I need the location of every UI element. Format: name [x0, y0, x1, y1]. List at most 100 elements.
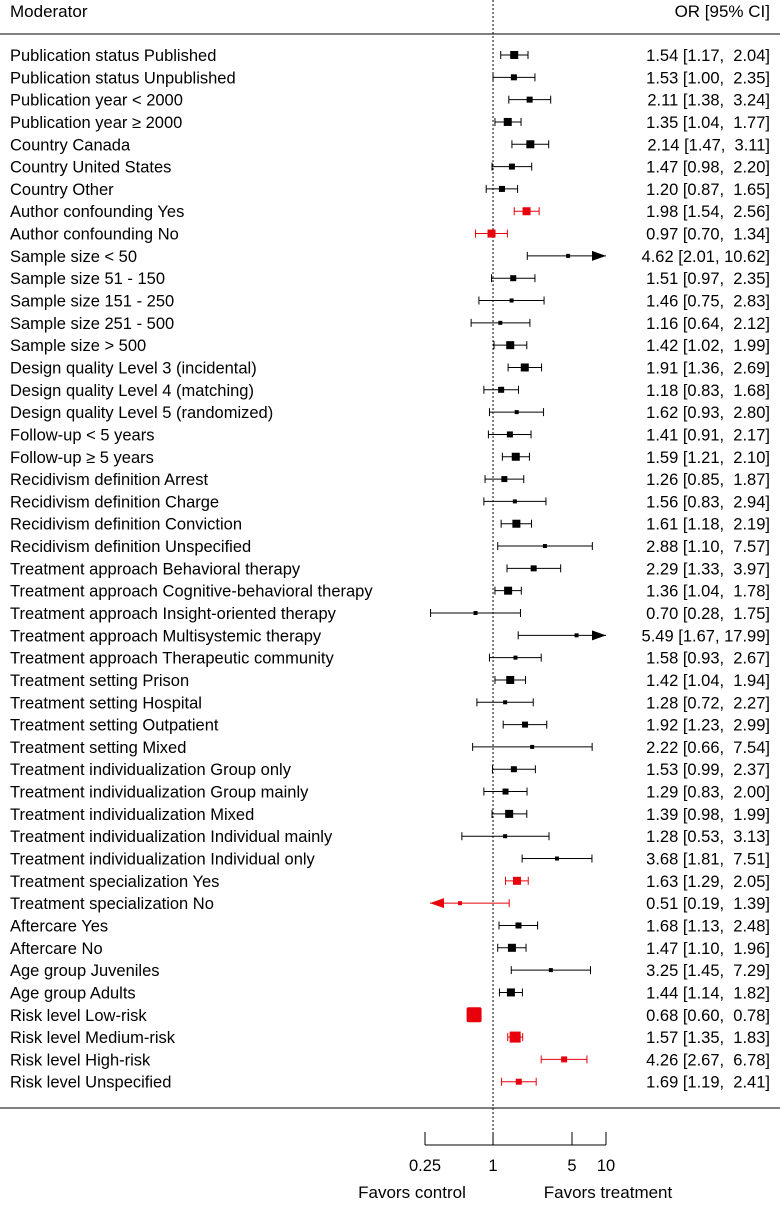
point-estimate [510, 51, 519, 59]
row-label: Design quality Level 4 (matching) [10, 382, 254, 400]
forest-row: Treatment setting Prison 1.42 [1.04, 1.94… [10, 672, 770, 690]
row-or-ci-text: 1.20 [0.87, 1.65] [646, 181, 770, 199]
favors-control-label: Favors control [358, 1183, 466, 1202]
row-or-ci-text: 4.62 [2.01, 10.62] [642, 248, 770, 266]
row-or-ci-text: 1.39 [0.98, 1.99] [646, 806, 770, 824]
x-tick-label-1: 1 [488, 1157, 497, 1175]
row-or-ci-text: 2.88 [1.10, 7.57] [646, 538, 770, 556]
point-estimate [526, 96, 533, 103]
row-or-ci-text: 0.51 [0.19, 1.39] [646, 895, 770, 913]
row-or-ci-text: 1.29 [0.83, 2.00] [646, 784, 770, 802]
point-estimate [505, 809, 514, 818]
forest-row: Follow-up ≥ 5 years 1.59 [1.21, 2.10] [10, 449, 770, 467]
ci-arrow-right [592, 630, 606, 641]
row-or-ci-text: 1.35 [1.04, 1.77] [646, 114, 770, 132]
row-or-ci-text: 1.63 [1.29, 2.05] [646, 873, 770, 891]
forest-row: Country United States 1.47 [0.98, 2.20] [10, 159, 770, 177]
forest-row: Age group Juveniles 3.25 [1.45, 7.29] [10, 962, 770, 980]
forest-row: Treatment approach Multisystemic therapy… [10, 627, 770, 645]
forest-rows: Publication status Published 1.54 [1.17, … [10, 47, 770, 1092]
point-estimate [503, 117, 512, 126]
row-or-ci-text: 1.61 [1.18, 2.19] [646, 516, 770, 534]
forest-row: Treatment setting Mixed 2.22 [0.66, 7.54] [10, 739, 770, 757]
row-label: Country Other [10, 181, 114, 199]
row-or-ci-text: 1.53 [0.99, 2.37] [646, 761, 770, 779]
point-estimate [522, 207, 531, 216]
row-or-ci-text: 1.18 [0.83, 1.68] [646, 382, 770, 400]
forest-row: Treatment approach Behavioral therapy 2.2… [10, 560, 770, 578]
forest-row: Risk level Medium-risk 1.57 [1.35, 1.83] [10, 1029, 770, 1047]
row-or-ci-text: 1.91 [1.36, 2.69] [646, 359, 770, 377]
point-estimate [512, 519, 521, 528]
row-label: Treatment approach Insight-oriented ther… [10, 605, 337, 623]
header-or-ci: OR [95% CI] [675, 2, 770, 21]
row-or-ci-text: 5.49 [1.67, 17.99] [642, 627, 770, 645]
point-estimate [526, 140, 535, 149]
row-label: Treatment individualization Individual o… [10, 851, 316, 869]
row-or-ci-text: 2.29 [1.33, 3.97] [646, 560, 770, 578]
point-estimate [498, 386, 505, 393]
row-label: Publication year < 2000 [10, 92, 183, 110]
row-label: Risk level Medium-risk [10, 1029, 176, 1047]
point-estimate [457, 901, 462, 906]
point-estimate [509, 298, 514, 303]
point-estimate [548, 968, 553, 973]
point-estimate [506, 341, 515, 350]
row-or-ci-text: 2.11 [1.38, 3.24] [647, 92, 770, 110]
point-estimate [466, 1007, 482, 1023]
row-label: Author confounding Yes [10, 203, 184, 221]
row-label: Aftercare Yes [10, 917, 108, 935]
row-or-ci-text: 1.57 [1.35, 1.83] [646, 1029, 770, 1047]
x-tick-label-3: 10 [597, 1157, 615, 1175]
point-estimate [506, 988, 515, 997]
row-or-ci-text: 1.46 [0.75, 2.83] [646, 293, 770, 311]
row-or-ci-text: 1.62 [0.93, 2.80] [646, 404, 770, 422]
point-estimate [514, 410, 519, 415]
row-label: Aftercare No [10, 940, 103, 958]
forest-row: Design quality Level 4 (matching) 1.18 [0… [10, 382, 770, 400]
forest-row: Treatment setting Outpatient 1.92 [1.23, … [10, 717, 770, 735]
row-or-ci-text: 4.26 [2.67, 6.78] [646, 1051, 770, 1069]
row-or-ci-text: 1.47 [0.98, 2.20] [646, 159, 770, 177]
row-or-ci-text: 1.47 [1.10, 1.96] [646, 940, 770, 958]
row-label: Treatment setting Mixed [10, 739, 186, 757]
row-label: Risk level Unspecified [10, 1074, 171, 1092]
forest-row: Aftercare No 1.47 [1.10, 1.96] [10, 940, 770, 958]
forest-row: Risk level Unspecified 1.69 [1.19, 2.41] [10, 1074, 770, 1092]
forest-row: Treatment approach Insight-oriented ther… [10, 605, 770, 623]
forest-row: Publication status Unpublished 1.53 [1.00… [10, 69, 770, 87]
row-or-ci-text: 1.92 [1.23, 2.99] [646, 717, 770, 735]
forest-row: Publication year < 2000 2.11 [1.38, 3.24] [10, 92, 770, 110]
row-or-ci-text: 2.22 [0.66, 7.54] [646, 739, 770, 757]
row-or-ci-text: 1.53 [1.00, 2.35] [646, 69, 770, 87]
row-or-ci-text: 1.44 [1.14, 1.82] [646, 984, 770, 1002]
row-or-ci-text: 1.69 [1.19, 2.41] [646, 1074, 770, 1092]
row-or-ci-text: 1.36 [1.04, 1.78] [646, 583, 770, 601]
forest-row: Treatment individualization Group mainly… [10, 784, 770, 802]
forest-row: Treatment individualization Individual m… [10, 828, 770, 846]
row-label: Follow-up < 5 years [10, 426, 154, 444]
row-or-ci-text: 1.56 [0.83, 2.94] [646, 493, 770, 511]
forest-row: Design quality Level 3 (incidental) 1.91 … [10, 359, 770, 377]
row-or-ci-text: 1.58 [0.93, 2.67] [646, 650, 770, 668]
forest-row: Treatment individualization Individual o… [10, 851, 770, 869]
point-estimate [504, 586, 513, 595]
point-estimate [506, 431, 513, 438]
row-label: Treatment individualization Group only [10, 761, 292, 779]
row-or-ci-text: 1.54 [1.17, 2.04] [646, 47, 770, 65]
point-estimate [498, 320, 503, 325]
point-estimate [487, 229, 496, 238]
row-or-ci-text: 1.28 [0.72, 2.27] [646, 694, 770, 712]
row-label: Recidivism definition Conviction [10, 516, 242, 534]
point-estimate [561, 1056, 568, 1063]
row-label: Age group Adults [10, 984, 136, 1002]
row-or-ci-text: 1.59 [1.21, 2.10] [646, 449, 770, 467]
forest-row: Recidivism definition Charge 1.56 [0.83, … [10, 493, 770, 511]
forest-row: Publication year ≥ 2000 1.35 [1.04, 1.77] [10, 114, 770, 132]
forest-row: Treatment approach Cognitive-behavioral … [10, 583, 770, 601]
row-label: Treatment individualization Group mainly [10, 784, 309, 802]
point-estimate [501, 476, 508, 483]
row-or-ci-text: 1.42 [1.04, 1.94] [646, 672, 770, 690]
point-estimate [530, 565, 537, 572]
row-label: Publication year ≥ 2000 [10, 114, 182, 132]
